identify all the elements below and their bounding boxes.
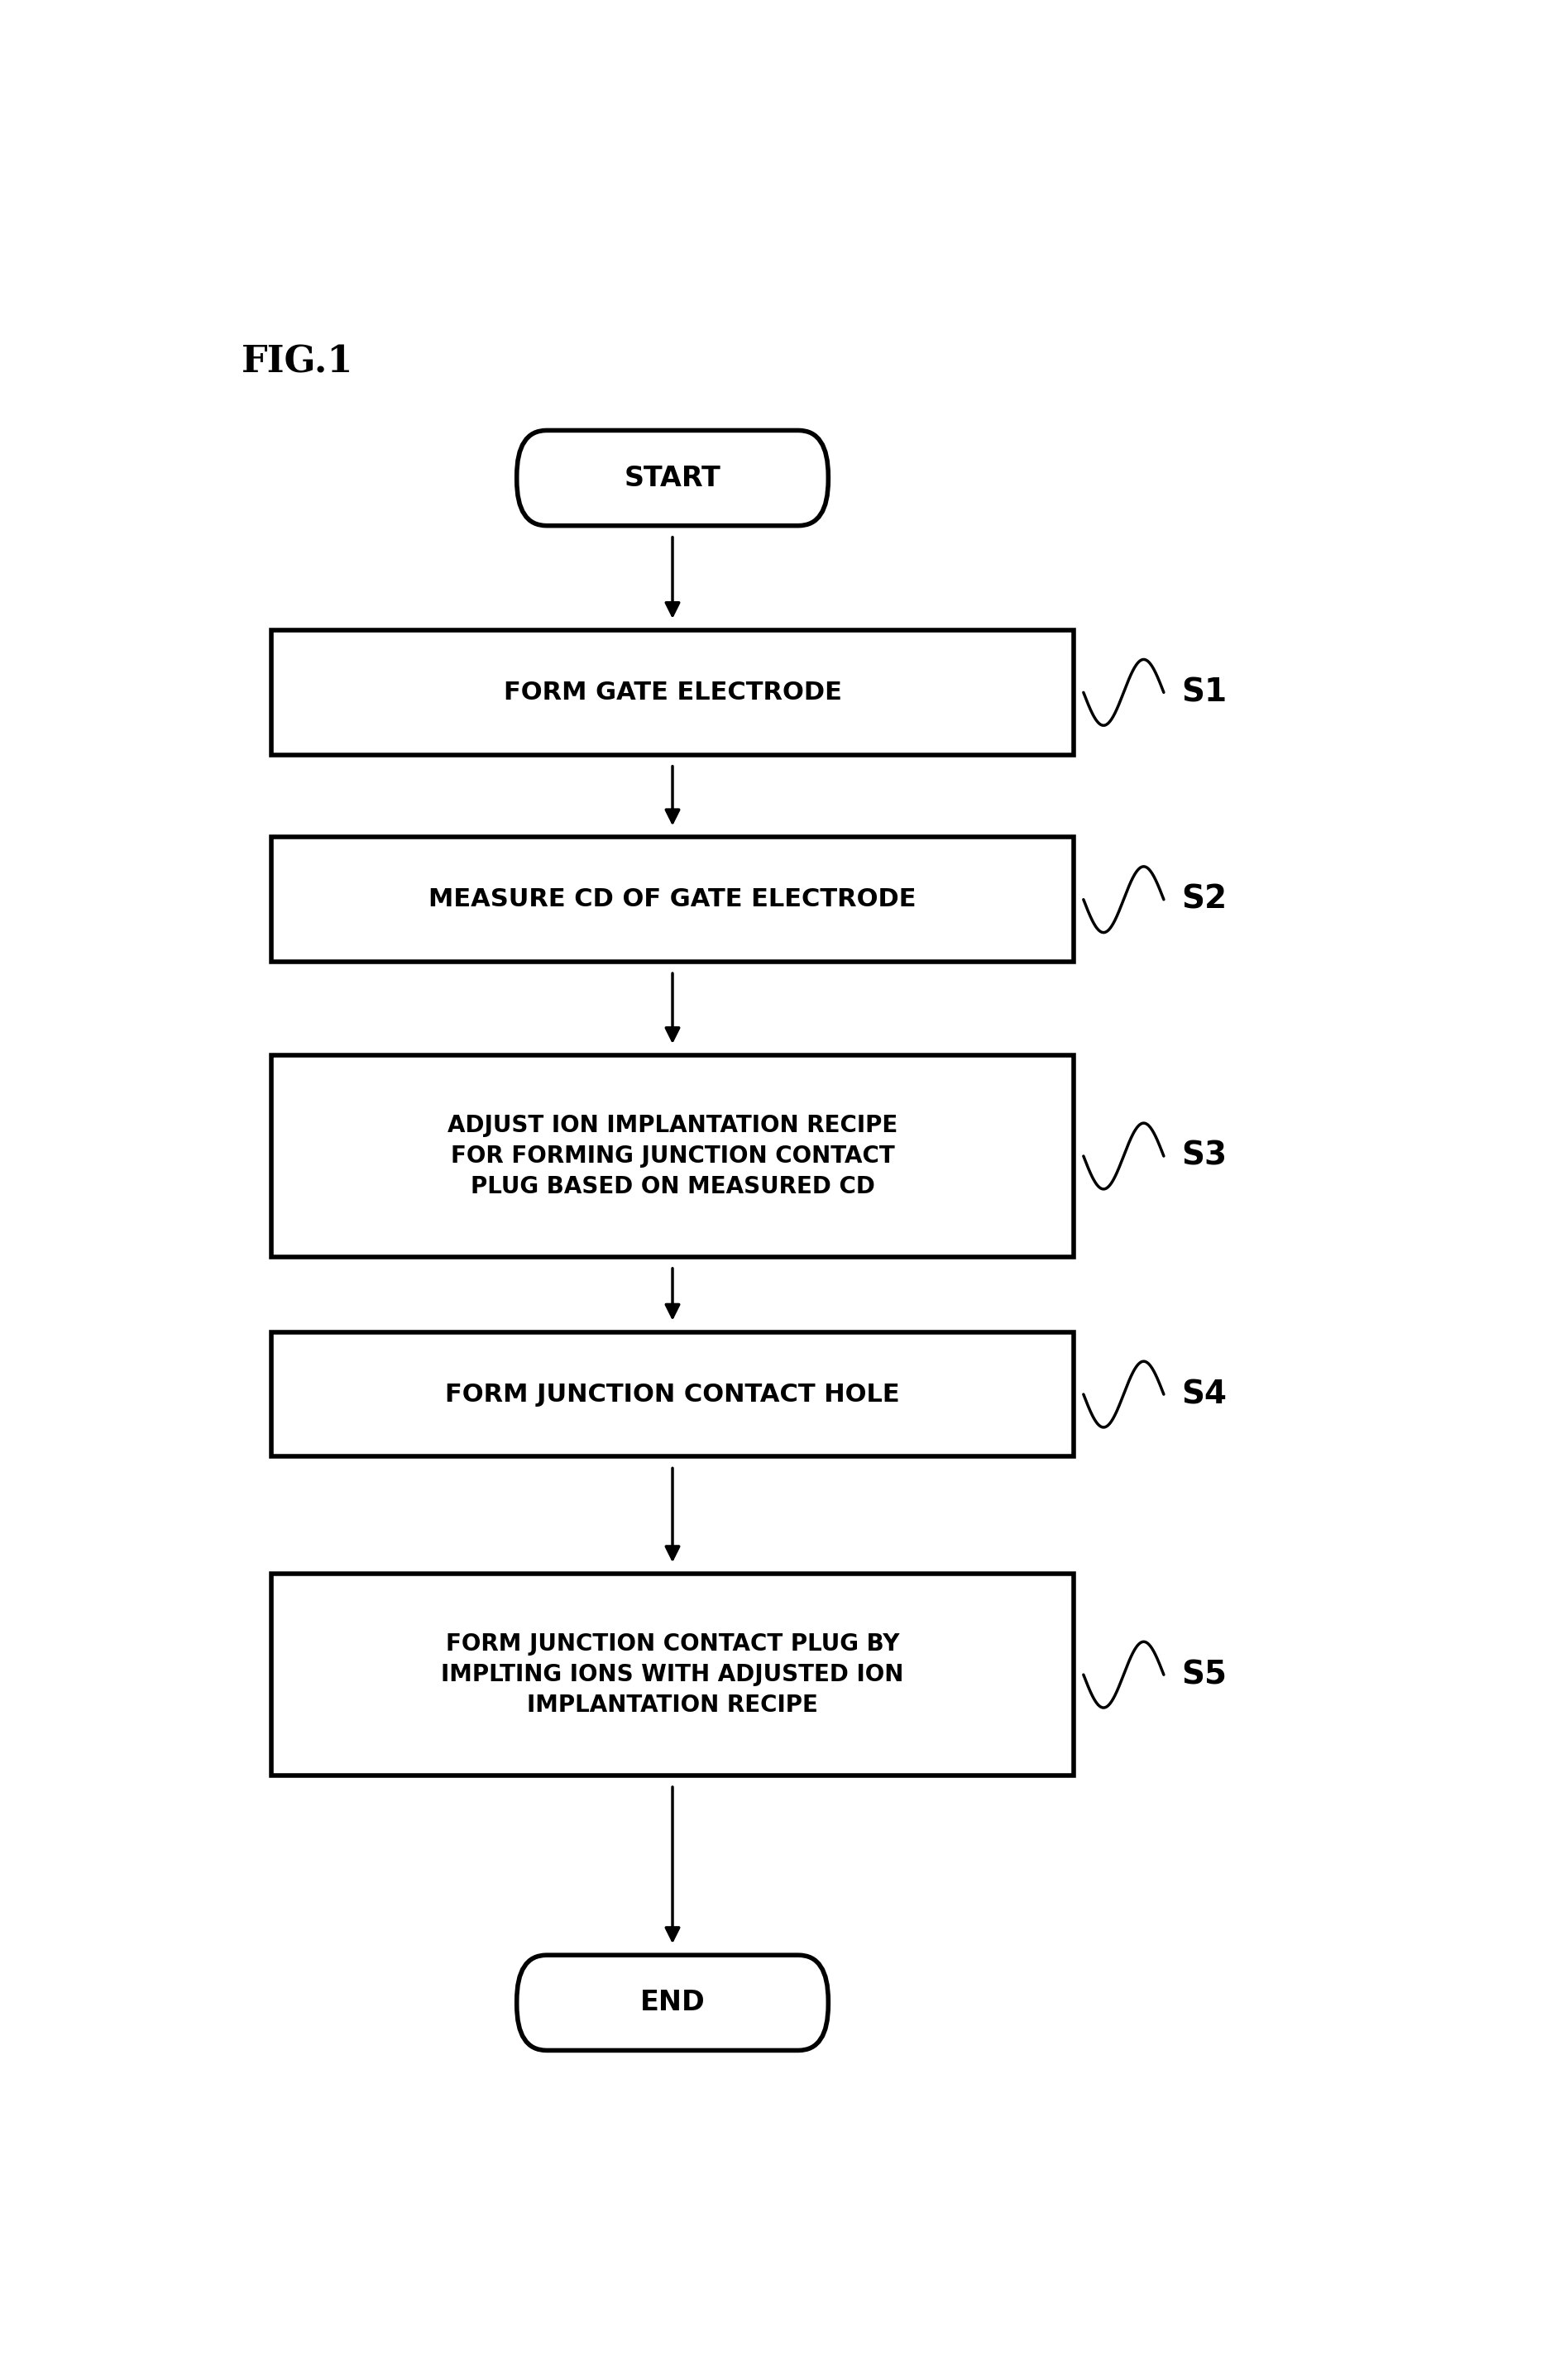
Text: END: END [640,1990,705,2016]
Text: FORM GATE ELECTRODE: FORM GATE ELECTRODE [504,681,841,704]
Bar [271,1054,1074,1257]
Text: S5: S5 [1181,1659,1228,1690]
Text: S4: S4 [1181,1378,1228,1409]
Bar [271,838,1074,962]
Text: MEASURE CD OF GATE ELECTRODE: MEASURE CD OF GATE ELECTRODE [428,888,917,912]
Text: FORM JUNCTION CONTACT HOLE: FORM JUNCTION CONTACT HOLE [445,1383,900,1407]
Bar [271,631,1074,754]
Text: S2: S2 [1181,883,1228,916]
Text: FORM JUNCTION CONTACT PLUG BY
IMPLTING IONS WITH ADJUSTED ION
IMPLANTATION RECIP: FORM JUNCTION CONTACT PLUG BY IMPLTING I… [441,1633,904,1716]
Bar [271,1333,1074,1457]
FancyBboxPatch shape [516,1954,829,2052]
Text: S1: S1 [1181,676,1228,709]
Text: START: START [625,464,720,493]
FancyBboxPatch shape [516,431,829,526]
Text: ADJUST ION IMPLANTATION RECIPE
FOR FORMING JUNCTION CONTACT
PLUG BASED ON MEASUR: ADJUST ION IMPLANTATION RECIPE FOR FORMI… [447,1114,898,1197]
Text: FIG.1: FIG.1 [241,345,352,381]
Text: S3: S3 [1181,1140,1228,1171]
Bar [271,1573,1074,1775]
